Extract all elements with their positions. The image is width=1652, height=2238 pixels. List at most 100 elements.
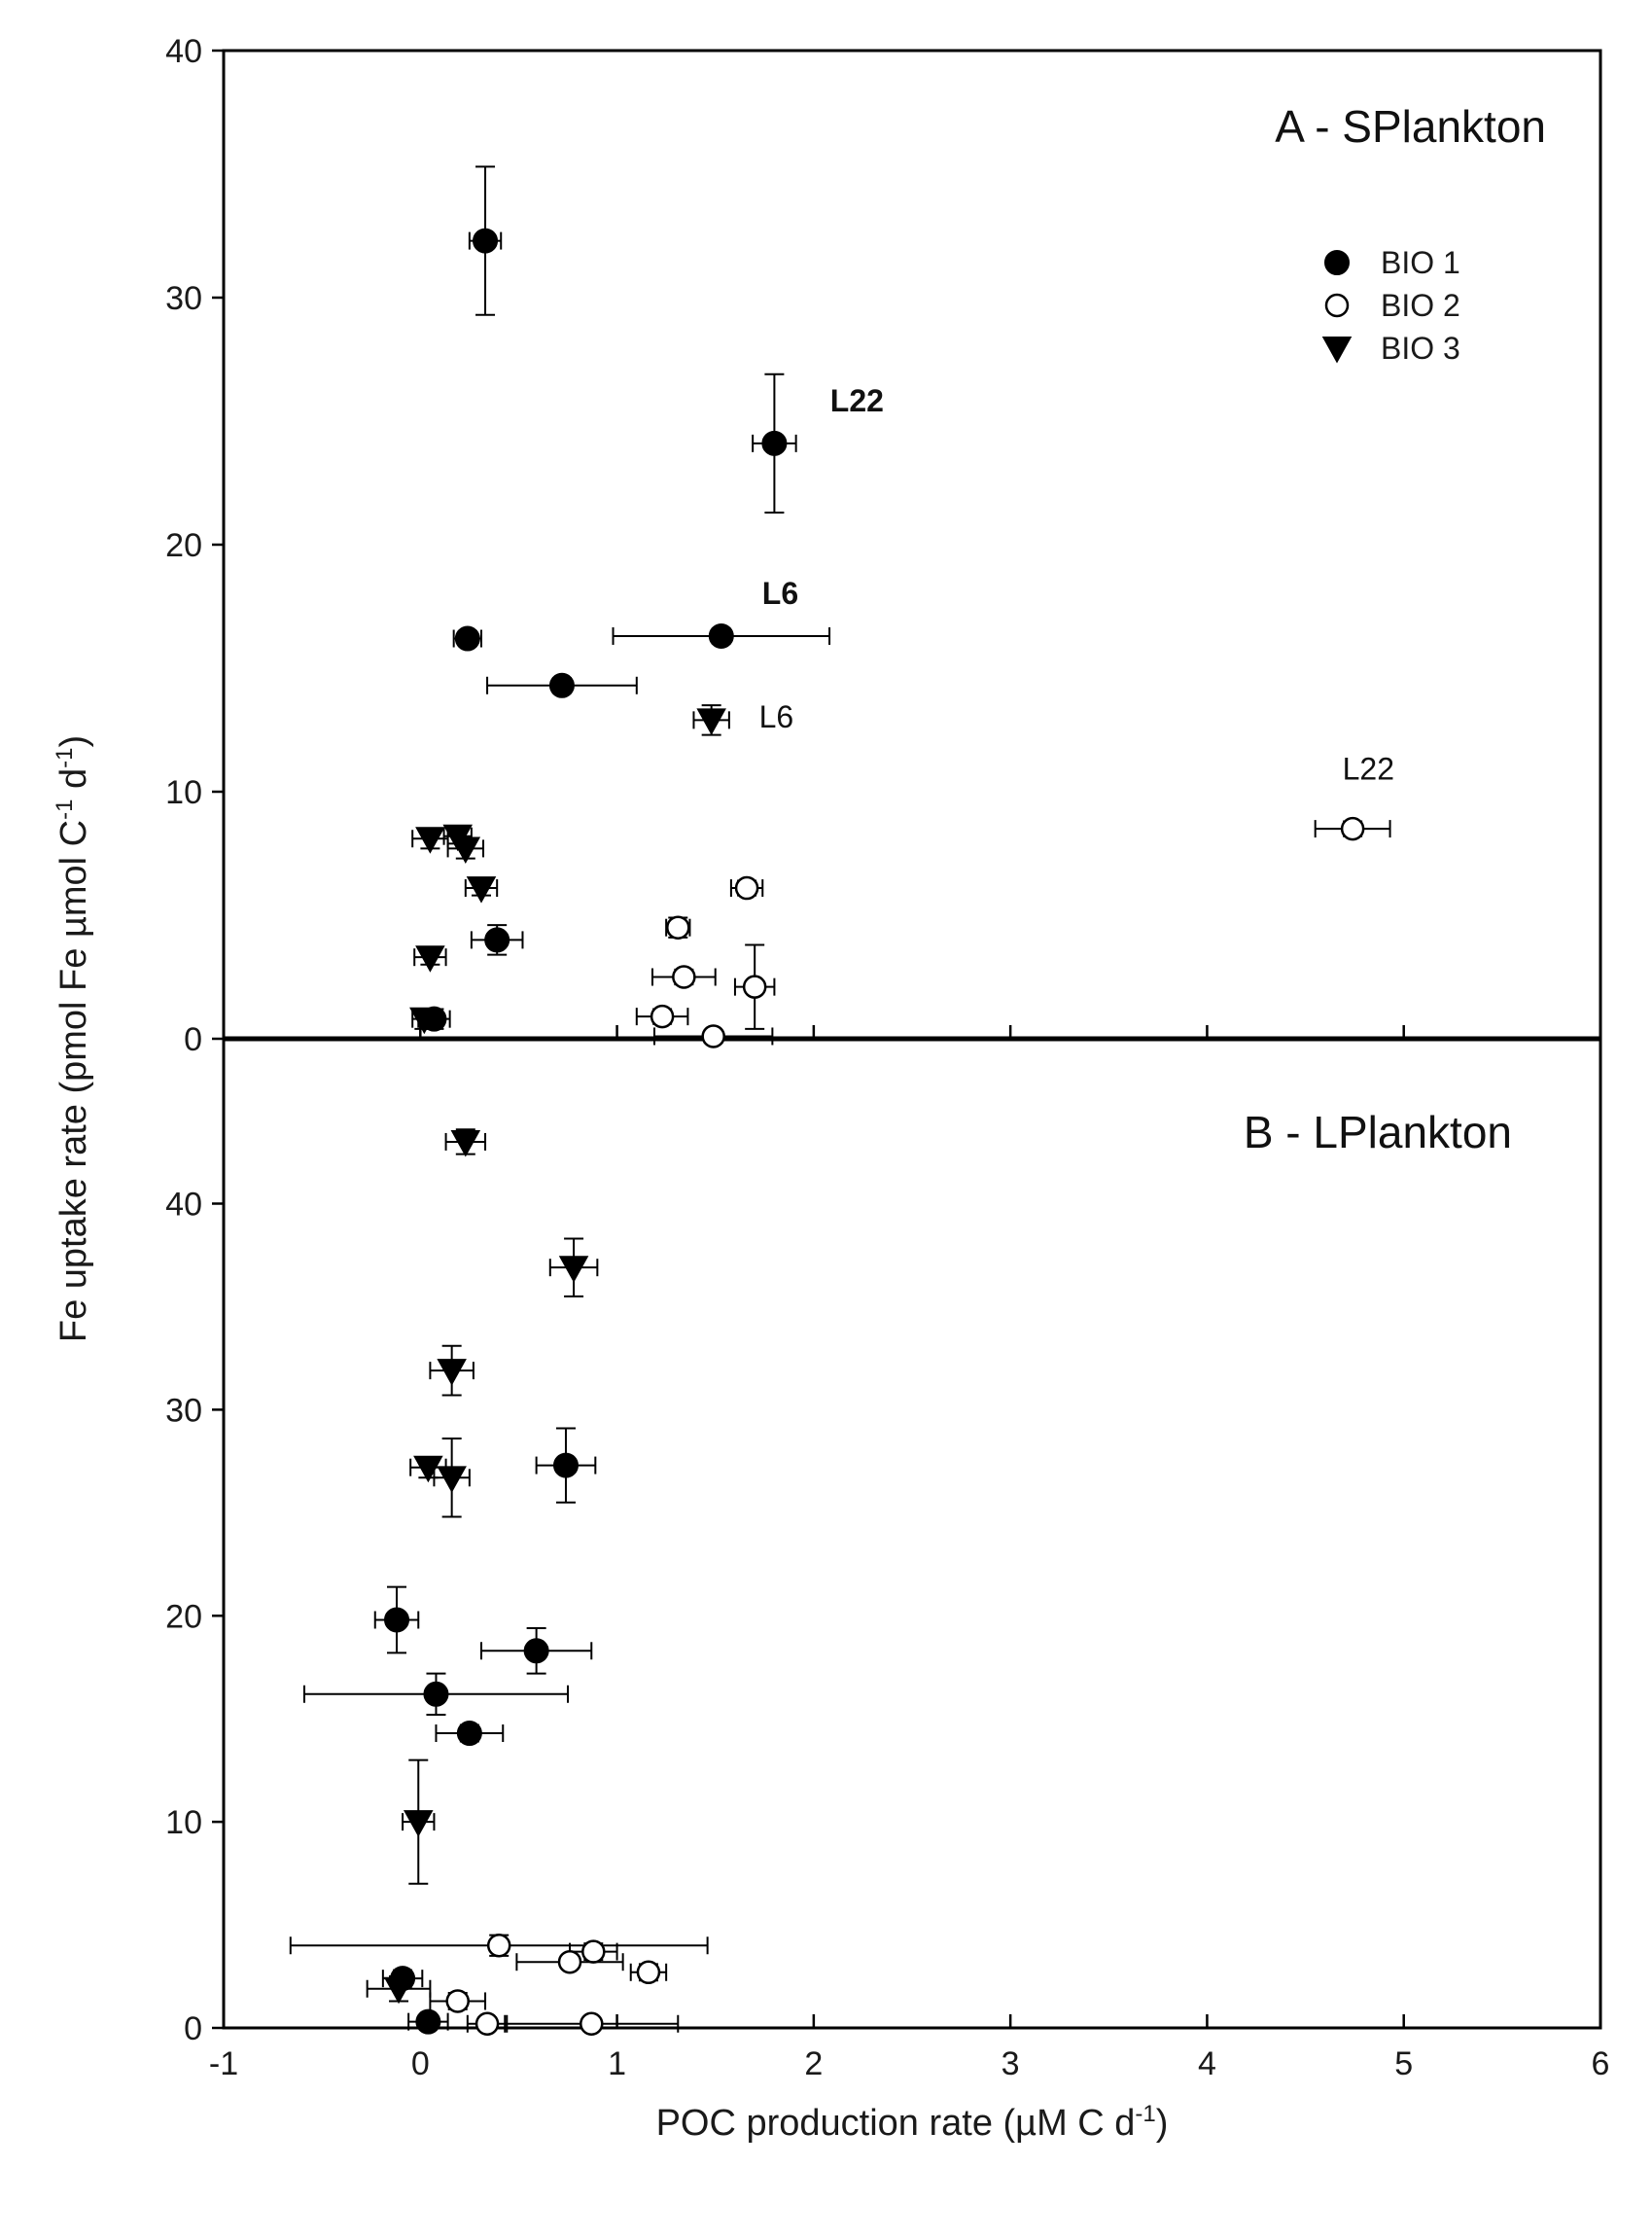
x-tick-label: 3	[1002, 2045, 1020, 2082]
data-point-bio-3	[548, 1237, 599, 1297]
legend-marker-bio-2	[1324, 293, 1350, 318]
data-point-bio-3	[413, 945, 447, 973]
y-axis-title-sup: -1	[52, 799, 78, 820]
data-point-bio-2	[1314, 816, 1391, 841]
marker-bio-2	[650, 1004, 675, 1029]
marker-bio-3	[415, 827, 445, 854]
data-point-bio-3	[692, 704, 730, 736]
marker-bio-1	[523, 1638, 549, 1664]
marker-bio-3	[413, 1455, 443, 1483]
y-tick-label-panel-B: 10	[165, 1804, 202, 1841]
marker-bio-1	[548, 672, 575, 698]
marker-bio-2	[445, 1989, 470, 2013]
marker-bio-1	[384, 1607, 410, 1633]
marker-bio-2	[486, 1934, 511, 1958]
marker-bio-3	[696, 708, 726, 735]
marker-bio-3	[415, 945, 445, 973]
data-point-bio-1	[407, 2008, 449, 2035]
axes-layer	[212, 49, 1602, 2030]
data-point-bio-1	[302, 1672, 569, 1716]
marker-bio-3	[558, 1256, 589, 1283]
marker-bio-2	[701, 1024, 725, 1048]
marker-bio-2	[666, 915, 690, 940]
marker-bio-1	[708, 622, 734, 649]
y-axis-title: Fe uptake rate (pmol Fe µmol C-1 d-1)	[52, 735, 94, 1342]
panel-title-B: B - LPlankton	[1244, 1107, 1512, 1157]
data-point-bio-2	[635, 1004, 689, 1029]
data-point-bio-3	[409, 1455, 447, 1483]
x-tick-label: 1	[608, 2045, 626, 2082]
y-tick-label-panel-A: 0	[184, 1021, 202, 1058]
point-annotation: L6	[759, 699, 794, 734]
y-tick-label-panel-A: 30	[165, 280, 202, 317]
marker-bio-1	[423, 1681, 449, 1707]
marker-bio-2	[475, 2011, 500, 2037]
data-point-bio-1	[435, 1721, 505, 1747]
data-point-bio-2	[504, 2011, 680, 2037]
data-point-bio-3	[464, 876, 499, 904]
data-point-bio-1	[535, 1427, 597, 1504]
marker-bio-2	[672, 965, 696, 989]
y-axis-title-sup: -1	[52, 748, 78, 768]
data-point-bio-2	[289, 1934, 709, 1958]
marker-bio-1	[484, 927, 510, 953]
y-tick-label-panel-A: 10	[165, 774, 202, 811]
x-tick-label: -1	[209, 2045, 238, 2082]
y-tick-label-panel-A: 40	[165, 33, 202, 70]
data-point-bio-1	[612, 622, 831, 649]
y-tick-label-panel-B: 40	[165, 1187, 202, 1224]
marker-bio-3	[437, 1359, 467, 1386]
marker-bio-3	[383, 1976, 414, 2005]
y-axis-title-end: )	[53, 735, 94, 748]
legend-label: BIO 1	[1381, 245, 1460, 280]
x-axis-title-end: )	[1156, 2103, 1169, 2144]
data-point-bio-3	[433, 1438, 471, 1518]
data-point-bio-3	[366, 1975, 432, 2005]
x-tick-label: 4	[1198, 2045, 1216, 2082]
legend-marker-bio-3	[1321, 337, 1353, 364]
data-point-bio-3	[402, 1758, 436, 1885]
data-point-bio-3	[409, 1007, 439, 1035]
marker-bio-1	[454, 625, 480, 652]
y-axis-title-main: Fe uptake rate (pmol Fe µmol C	[53, 820, 94, 1342]
data-point-bio-2	[650, 965, 717, 989]
marker-bio-3	[450, 836, 481, 864]
marker-bio-3	[437, 1466, 467, 1493]
panel-title-A: A - SPlankton	[1275, 101, 1546, 152]
x-axis-title: POC production rate (µM C d-1)	[656, 2101, 1169, 2144]
data-point-bio-2	[429, 1989, 487, 2013]
y-tick-label-panel-B: 0	[184, 2010, 202, 2047]
data-point-bio-2	[466, 2011, 509, 2037]
data-point-bio-2	[665, 915, 691, 940]
point-annotation: L22	[1343, 751, 1394, 786]
data-point-bio-1	[452, 625, 482, 652]
data-point-bio-3	[444, 1128, 487, 1157]
marker-bio-1	[473, 228, 499, 254]
y-tick-label-panel-B: 20	[165, 1598, 202, 1635]
data-point-bio-2	[733, 943, 776, 1030]
x-tick-label: 6	[1592, 2045, 1610, 2082]
marker-bio-2	[636, 1960, 661, 1985]
marker-bio-2	[557, 1949, 582, 1974]
data-point-bio-1	[752, 373, 797, 514]
y-tick-label-panel-A: 20	[165, 527, 202, 564]
data-point-bio-1	[468, 165, 503, 316]
marker-bio-2	[580, 2011, 604, 2037]
data-point-bio-2	[629, 1960, 668, 1985]
data-point-bio-3	[429, 1344, 475, 1397]
y-axis-title-mid: d	[53, 768, 94, 799]
point-annotation: L6	[762, 576, 798, 611]
marker-bio-3	[450, 1129, 481, 1157]
marker-bio-3	[403, 1810, 434, 1837]
marker-bio-2	[734, 875, 759, 901]
data-point-bio-2	[515, 1949, 624, 1974]
marker-bio-3	[409, 1007, 439, 1035]
marker-bio-2	[581, 1939, 606, 1964]
marker-bio-2	[742, 975, 767, 999]
y-tick-label-panel-B: 30	[165, 1392, 202, 1429]
data-point-bio-3	[411, 827, 449, 854]
data-point-bio-1	[373, 1585, 420, 1654]
data-point-bio-2	[729, 875, 764, 901]
data-point-bio-1	[486, 672, 638, 698]
